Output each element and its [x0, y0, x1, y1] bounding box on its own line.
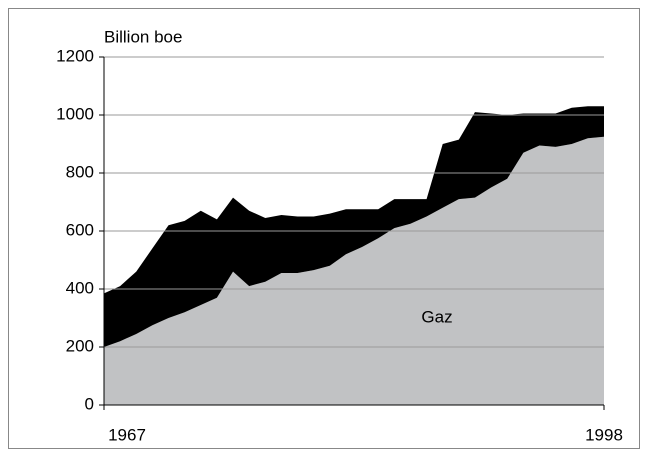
series-label: Gaz — [421, 307, 452, 326]
y-tick-label: 1000 — [56, 104, 94, 123]
y-axis-label: Billion boe — [104, 27, 182, 46]
x-tick-label: 1998 — [585, 425, 623, 444]
y-tick-label: 600 — [66, 220, 94, 239]
x-tick-label: 1967 — [108, 425, 146, 444]
y-tick-label: 800 — [66, 162, 94, 181]
y-tick-label: 400 — [66, 278, 94, 297]
area — [104, 106, 604, 347]
y-tick-label: 200 — [66, 336, 94, 355]
area — [104, 136, 604, 405]
y-tick-label: 1200 — [56, 46, 94, 65]
series-label: Oil — [235, 237, 256, 256]
y-tick-label: 0 — [85, 394, 94, 413]
